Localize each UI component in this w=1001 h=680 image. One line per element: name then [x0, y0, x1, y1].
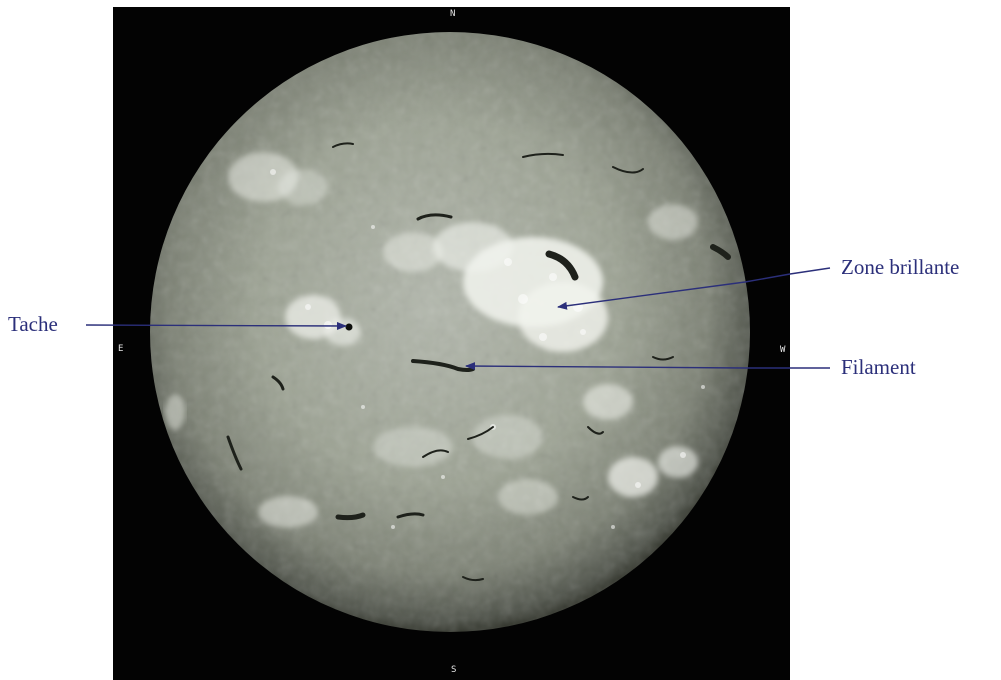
- solar-image-frame: N S E W: [113, 7, 790, 680]
- solar-disk-image: [150, 32, 750, 632]
- limb-bright-patch: [165, 394, 185, 430]
- zone-brillante-label: Zone brillante: [841, 255, 960, 279]
- tache-label: Tache: [8, 312, 58, 336]
- filament-label: Filament: [841, 355, 916, 379]
- compass-south-label: S: [451, 665, 457, 675]
- bright-plage-regions: [228, 152, 698, 528]
- compass-west-label: W: [780, 345, 786, 355]
- compass-north-label: N: [450, 9, 456, 19]
- granulation-texture: [150, 32, 750, 632]
- compass-east-label: E: [118, 344, 124, 354]
- sunspot: [345, 323, 353, 331]
